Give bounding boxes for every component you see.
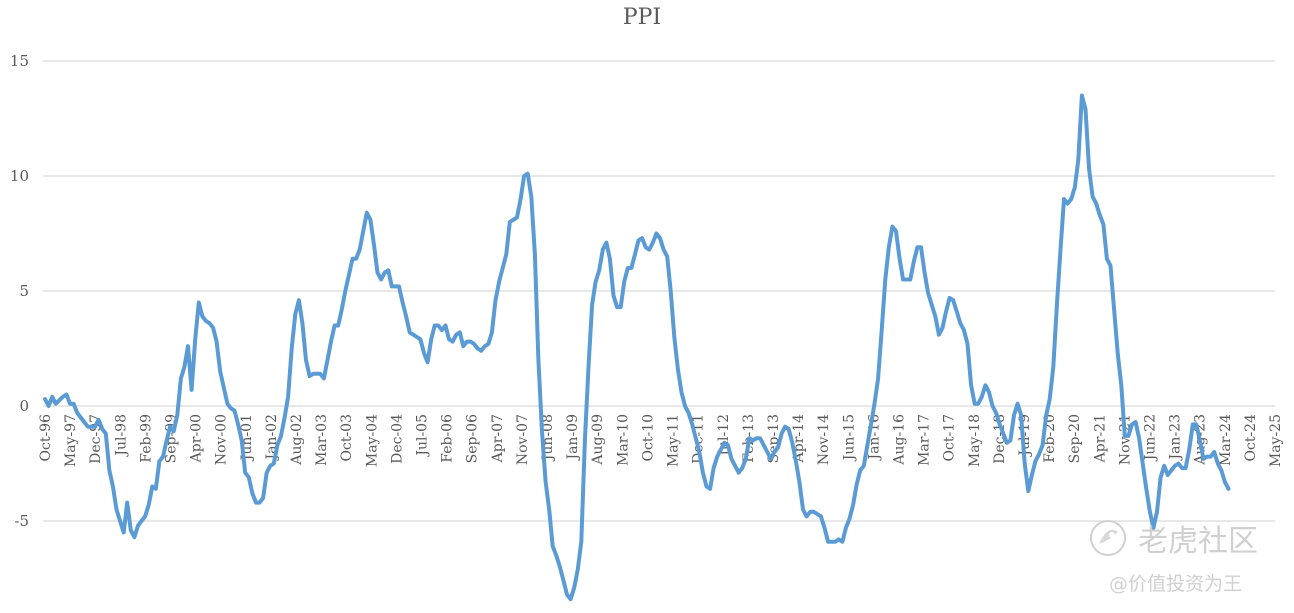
x-tick-label: Oct-03 (339, 414, 355, 462)
x-tick-label: May-25 (1268, 414, 1284, 467)
x-tick-label: Oct-24 (1243, 414, 1259, 462)
x-tick-label: Oct-10 (640, 414, 656, 462)
x-tick-label: Nov-00 (214, 414, 230, 465)
x-tick-label: Aug-02 (289, 414, 305, 466)
x-tick-label: Feb-99 (138, 414, 154, 463)
x-tick-label: Jul-05 (415, 414, 431, 458)
x-tick-label: Apr-21 (1092, 414, 1108, 463)
y-tick-label: -5 (14, 512, 29, 530)
x-tick-label: Jun-22 (1142, 414, 1158, 462)
x-tick-label: Oct-17 (942, 414, 958, 462)
gridlines (43, 60, 1275, 522)
y-axis-ticks: 15 10 5 0 -5 (10, 52, 29, 530)
x-tick-label: Mar-03 (314, 414, 330, 466)
x-tick-label: Nov-14 (816, 414, 832, 465)
x-axis-ticks: Oct-96 May-97 Dec-97 Jul-98 Feb-99 Sep-99 Apr-… (38, 414, 1284, 467)
x-tick-label: Sep-06 (465, 414, 481, 463)
x-tick-label: Jan-09 (565, 414, 581, 462)
y-tick-label: 15 (10, 52, 29, 70)
x-tick-label: Jul-98 (113, 414, 129, 458)
x-tick-label: Aug-09 (590, 414, 606, 466)
x-tick-label: Oct-96 (38, 414, 54, 462)
x-tick-label: Mar-24 (1218, 414, 1234, 466)
y-tick-label: 5 (19, 282, 29, 300)
x-tick-label: May-97 (63, 414, 79, 467)
y-tick-label: 10 (10, 167, 29, 185)
x-tick-label: Apr-07 (490, 414, 506, 463)
x-tick-label: May-11 (666, 414, 682, 467)
x-tick-label: Mar-17 (917, 414, 933, 466)
tiger-logo-icon (1090, 520, 1126, 556)
y-tick-label: 0 (19, 397, 29, 415)
x-tick-label: Mar-10 (615, 414, 631, 466)
x-tick-label: Aug-16 (891, 414, 907, 466)
watermark-sub: @价值投资为王 (1109, 573, 1242, 595)
chart-title: PPI (623, 5, 661, 30)
x-tick-label: Dec-18 (992, 414, 1008, 464)
watermark: 老虎社区 @价值投资为王 (1090, 520, 1258, 595)
x-tick-label: Dec-04 (389, 414, 405, 464)
x-tick-label: Apr-00 (189, 414, 205, 463)
x-tick-label: Jun-15 (841, 414, 857, 462)
x-tick-label: May-18 (967, 414, 983, 467)
watermark-main: 老虎社区 (1138, 524, 1258, 559)
x-tick-label: Sep-20 (1067, 414, 1083, 463)
x-tick-label: Jan-23 (1168, 414, 1184, 462)
x-tick-label: Nov-07 (515, 414, 531, 465)
x-tick-label: Sep-13 (766, 414, 782, 463)
ppi-series-line (43, 93, 1231, 602)
x-tick-label: May-04 (364, 414, 380, 467)
x-tick-label: Feb-06 (440, 414, 456, 463)
